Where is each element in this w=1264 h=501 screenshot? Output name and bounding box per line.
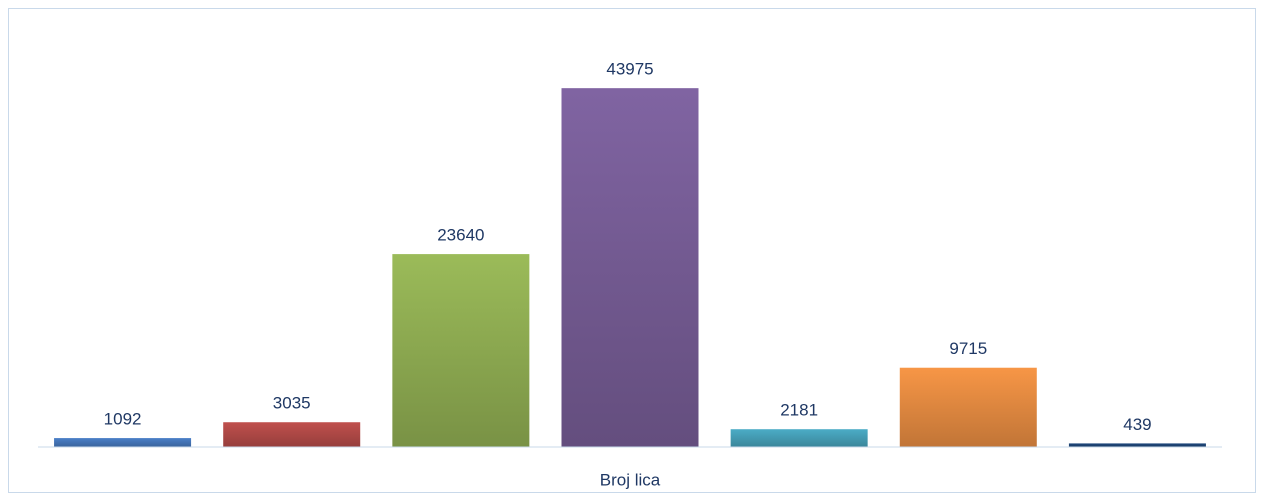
bar: [730, 429, 868, 447]
data-label: 2181: [780, 401, 818, 420]
data-label: 3035: [273, 394, 311, 413]
data-label: 23640: [437, 226, 484, 245]
data-label: 439: [1123, 415, 1151, 434]
bar: [392, 254, 530, 447]
data-label: 43975: [606, 60, 653, 79]
data-label: 9715: [949, 339, 987, 358]
bar: [1068, 443, 1206, 447]
bar: [54, 438, 192, 447]
x-tick-label: Broj lica: [600, 470, 661, 489]
bar: [223, 422, 361, 447]
bar: [899, 367, 1037, 447]
data-label: 1092: [104, 410, 142, 429]
bar: [561, 88, 699, 447]
